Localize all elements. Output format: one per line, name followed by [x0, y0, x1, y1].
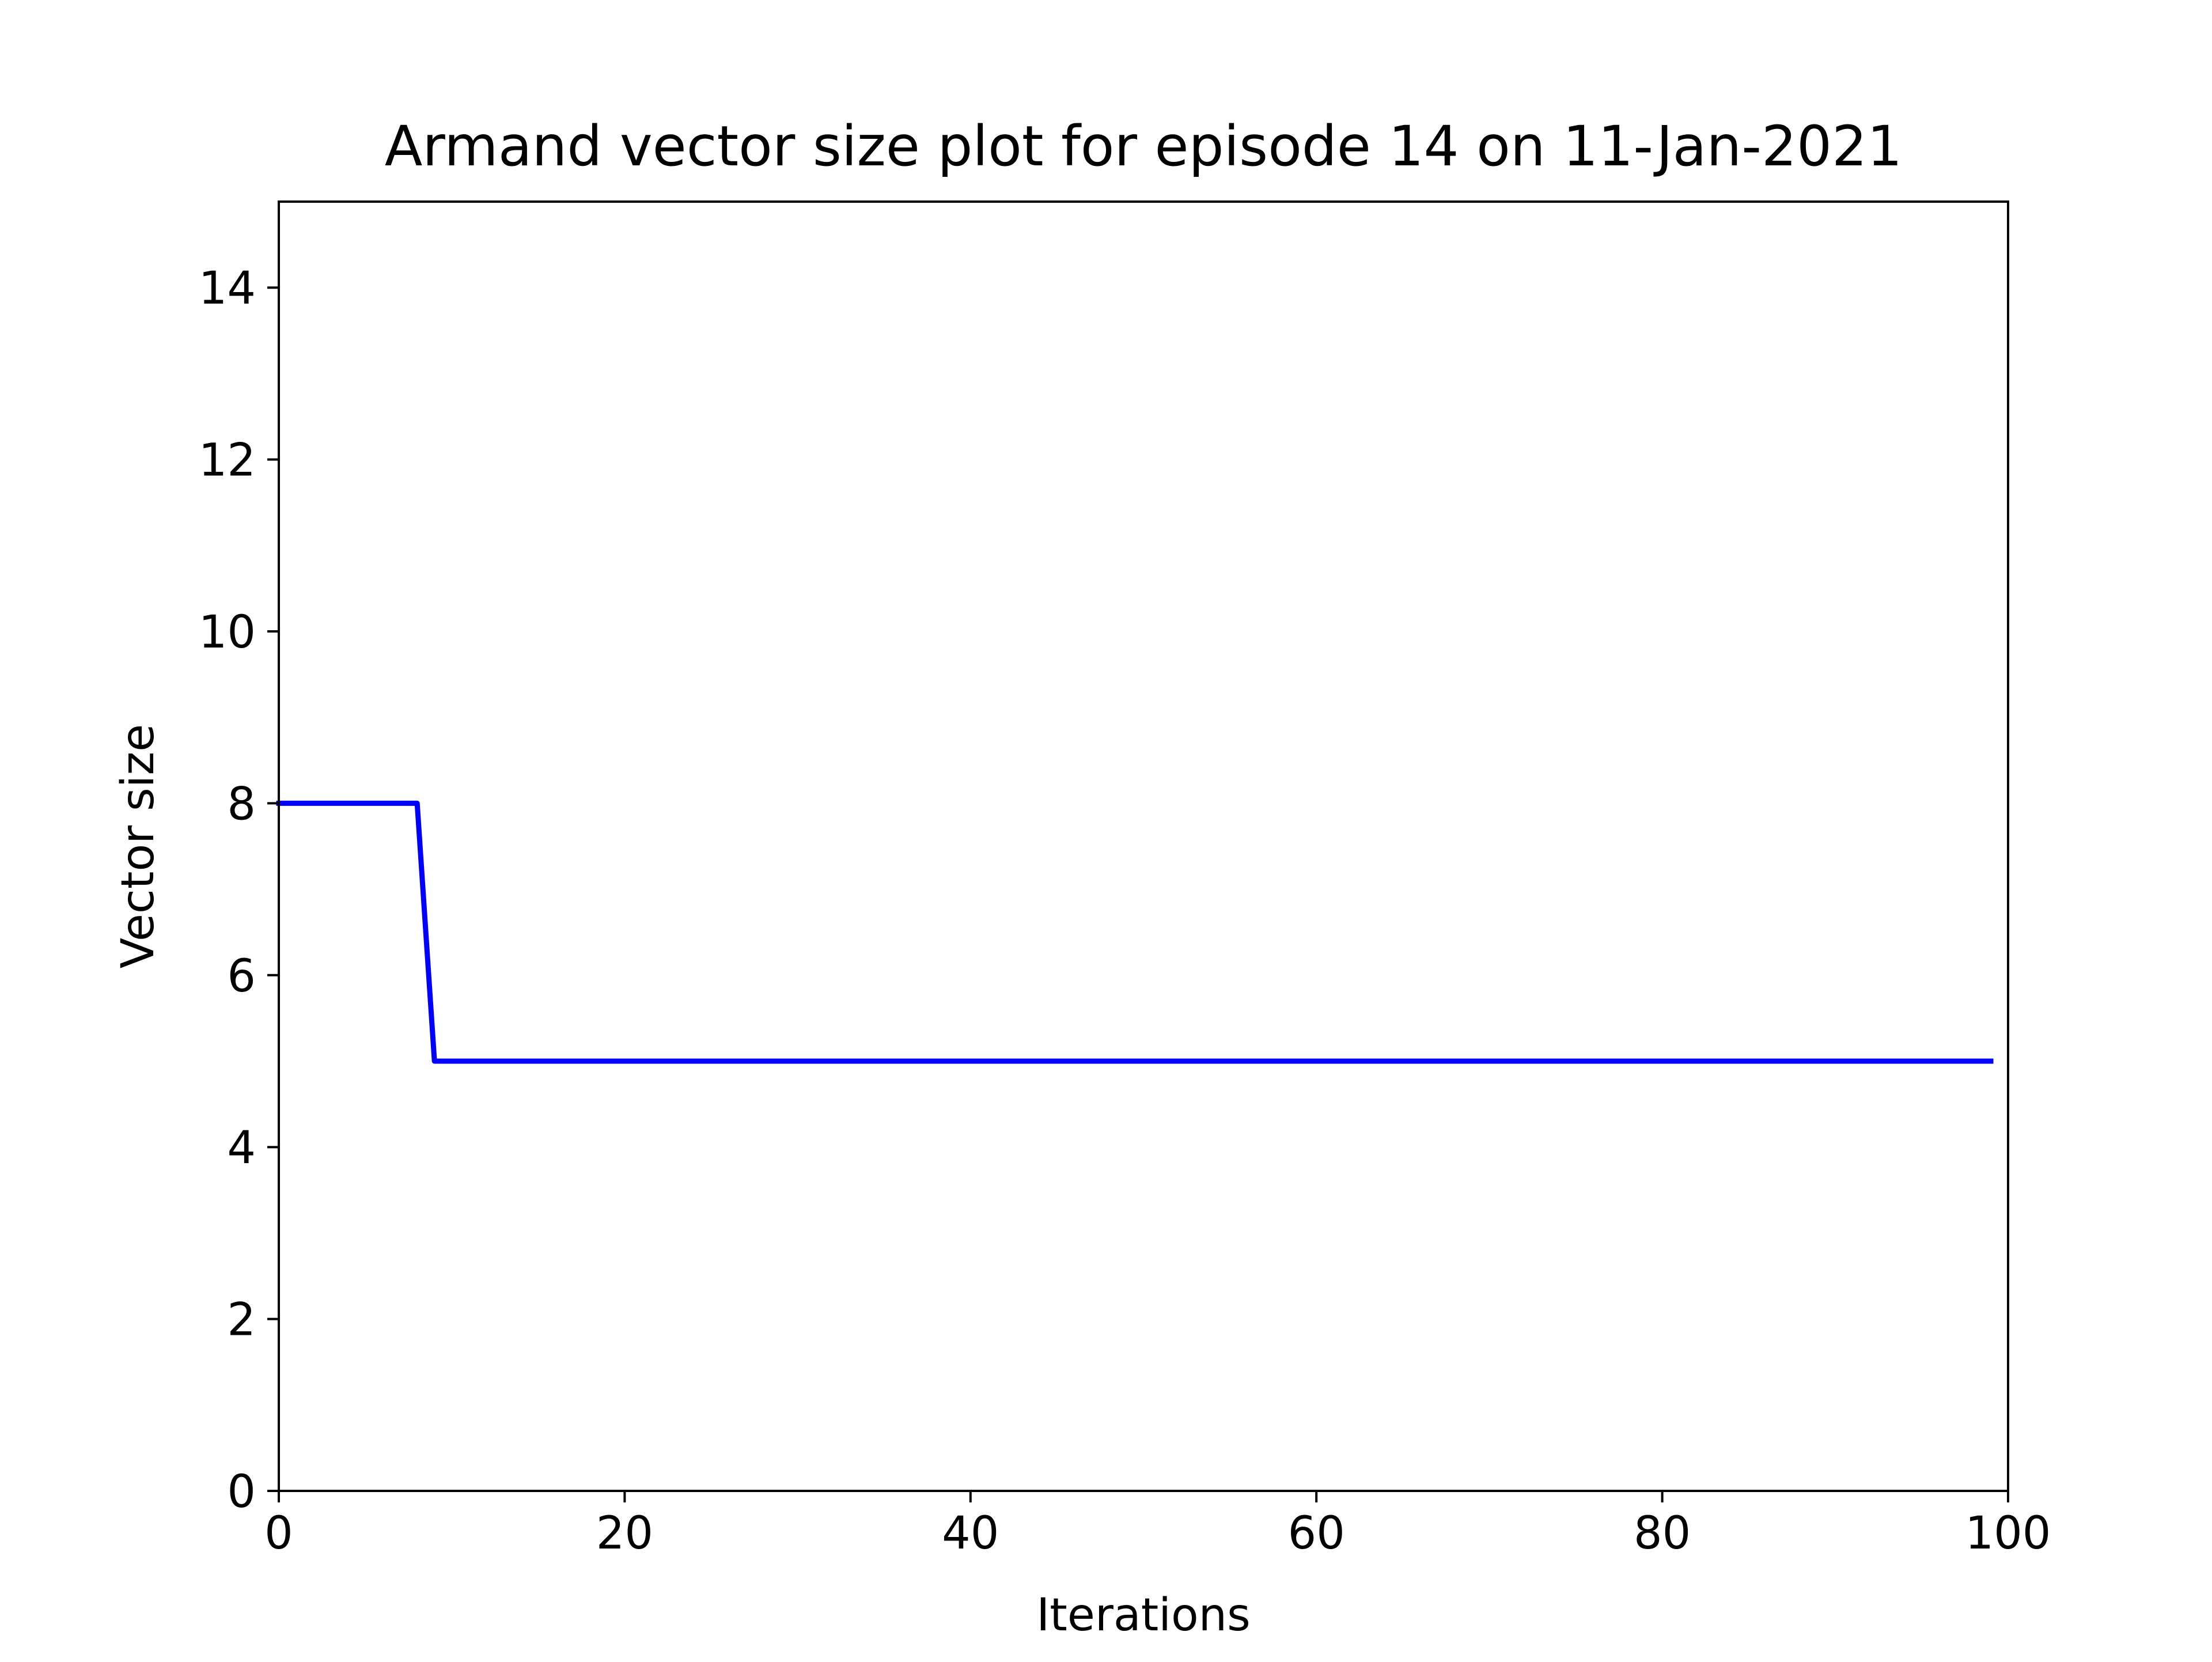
series-line — [276, 800, 1994, 1064]
x-tick-label: 40 — [942, 1508, 999, 1559]
y-axis-label: Vector size — [112, 724, 164, 969]
x-tick-label: 100 — [1965, 1508, 2051, 1559]
axes-frame — [278, 200, 2009, 1492]
chart-title: Armand vector size plot for episode 14 o… — [385, 114, 1903, 179]
x-tick-label: 80 — [1634, 1508, 1691, 1559]
y-tick-label: 12 — [199, 435, 256, 487]
y-tick-label: 14 — [199, 263, 256, 315]
x-tick-label: 60 — [1288, 1508, 1345, 1559]
y-tick-label: 8 — [227, 778, 256, 830]
x-axis-label: Iterations — [1036, 1589, 1251, 1641]
y-tick-label: 0 — [227, 1466, 256, 1518]
x-tick-label: 20 — [596, 1508, 653, 1559]
y-tick-label: 2 — [227, 1294, 256, 1346]
axes-background — [279, 202, 2008, 1491]
series-layer — [276, 800, 1994, 1064]
y-tick-label: 10 — [199, 607, 256, 658]
y-tick-label: 4 — [227, 1122, 256, 1174]
x-tick-label: 0 — [264, 1508, 293, 1559]
y-axis: 0 2 4 6 8 10 12 14 — [199, 263, 279, 1518]
y-tick-label: 6 — [227, 951, 256, 1002]
x-axis: 0 20 40 60 80 100 — [264, 1491, 2051, 1559]
